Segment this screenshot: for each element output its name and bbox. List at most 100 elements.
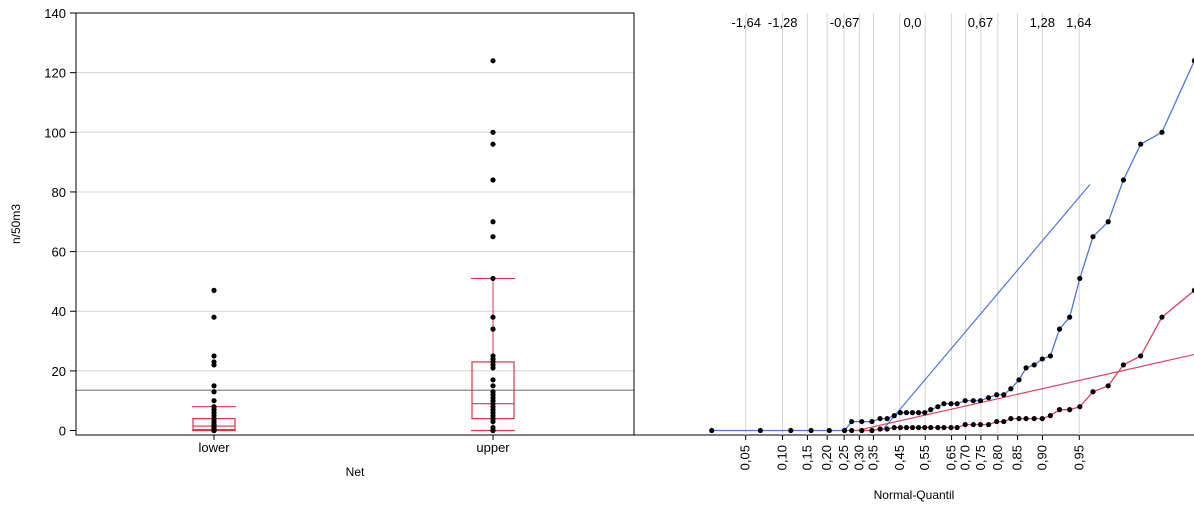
quantile-point	[909, 424, 916, 431]
quantile-point	[1031, 415, 1037, 422]
quantile-point	[922, 410, 928, 416]
data-point	[490, 58, 496, 64]
data-point	[211, 353, 217, 359]
quantile-point	[1077, 275, 1083, 282]
quantile-point	[1056, 326, 1063, 332]
quantile-point	[1008, 386, 1014, 392]
data-point	[490, 427, 496, 434]
data-point	[490, 418, 496, 425]
reference-lines	[856, 184, 1194, 432]
quantile-point	[954, 401, 960, 407]
quantile-point	[826, 427, 832, 434]
y-tick-label: 100	[44, 125, 66, 140]
prob-tick-label: 0,75	[973, 445, 988, 470]
quantile-point	[1047, 413, 1054, 419]
quantile-point	[788, 427, 794, 434]
left-grid	[76, 72, 634, 372]
quantile-point	[985, 421, 992, 428]
y-tick-label: 20	[52, 364, 66, 379]
quantile-point	[1056, 407, 1063, 413]
data-point	[490, 275, 496, 282]
prob-tick-label: 0,90	[1034, 445, 1049, 470]
quantile-tick-label: 0,67	[968, 15, 993, 30]
quantile-series	[709, 58, 1194, 434]
data-point	[490, 141, 496, 147]
series-lower	[841, 287, 1194, 434]
quantile-point	[909, 410, 916, 416]
category-labels: lower upper	[198, 435, 510, 455]
quantile-point	[1031, 362, 1037, 368]
quantile-point	[985, 395, 992, 401]
quantile-point	[994, 392, 1000, 398]
quantile-point	[994, 418, 1000, 425]
quantile-point	[1077, 404, 1083, 410]
quantile-point	[928, 424, 934, 431]
quantile-point	[935, 424, 941, 431]
data-point	[490, 219, 496, 225]
quantile-point	[1023, 415, 1029, 422]
reference-line-upper	[881, 184, 1091, 431]
quantile-point	[1120, 177, 1127, 183]
prob-tick-label: 0,65	[944, 445, 959, 470]
prob-tick-label: 0,10	[775, 445, 790, 470]
quantile-point	[915, 410, 922, 416]
quantile-point	[941, 424, 947, 431]
quantile-tick-label: 0,0	[903, 15, 921, 30]
y-tick-label: 80	[52, 185, 66, 200]
data-point	[211, 398, 217, 404]
category-label: upper	[476, 440, 510, 455]
quantile-point	[1047, 353, 1054, 359]
x-axis-label-normal-quantil: Normal-Quantil	[874, 488, 955, 502]
quantile-point	[1138, 353, 1144, 359]
prob-tick-label: 0,35	[865, 445, 880, 470]
y-tick-label: 0	[59, 424, 66, 439]
quantile-point	[1023, 365, 1029, 371]
quantile-point	[1120, 362, 1127, 368]
quantile-point	[962, 421, 968, 428]
left-panel: 0 20 40 60 80 100 120 140 n/50m3 Net lower upper	[9, 6, 635, 479]
category-label: lower	[198, 440, 230, 455]
quantile-point	[897, 424, 903, 431]
quantile-point	[970, 398, 976, 404]
quantile-point	[948, 401, 954, 407]
quantile-point	[897, 410, 903, 416]
quantile-point	[869, 418, 875, 425]
quantile-point	[1039, 415, 1045, 422]
prob-tick-label: 0,05	[738, 445, 753, 470]
quantile-point	[1138, 141, 1144, 147]
quantile-point	[922, 424, 928, 431]
quantile-tick-label: -0,67	[830, 15, 860, 30]
reference-line-lower	[856, 353, 1194, 432]
prob-tick-label: 0,25	[836, 445, 851, 470]
data-point	[490, 326, 496, 332]
quantile-point	[859, 418, 865, 425]
data-point	[490, 314, 496, 320]
quantile-point	[1016, 377, 1022, 383]
quantile-point	[877, 426, 883, 432]
quantile-point	[1039, 356, 1045, 362]
box-upper	[471, 58, 515, 434]
y-tick-label: 140	[44, 6, 66, 21]
quantile-point	[1105, 383, 1111, 389]
box-plots	[192, 58, 515, 434]
quantile-point	[970, 421, 976, 428]
quantile-point	[709, 427, 715, 434]
quantile-tick-label: 1,64	[1066, 15, 1091, 30]
quantile-point	[977, 398, 984, 404]
quantile-point	[1191, 287, 1194, 293]
y-tick-label: 40	[52, 304, 66, 319]
x-axis-label-net: Net	[346, 465, 365, 479]
quantile-point	[891, 424, 897, 431]
data-point	[211, 427, 217, 434]
quantile-point	[841, 427, 848, 434]
bottom-probability-ticks: 0,05 0,10 0,15 0,20 0,25 0,30 0,35 0,45 0,55 0,65…	[738, 435, 1086, 470]
quantile-point	[1105, 219, 1111, 225]
prob-tick-label: 0,95	[1071, 445, 1086, 470]
quantile-point	[1159, 314, 1165, 320]
quantile-point	[849, 418, 855, 425]
prob-tick-label: 0,15	[799, 445, 814, 470]
quantile-point	[808, 427, 814, 434]
quantile-point	[884, 426, 890, 432]
data-point	[211, 389, 217, 395]
